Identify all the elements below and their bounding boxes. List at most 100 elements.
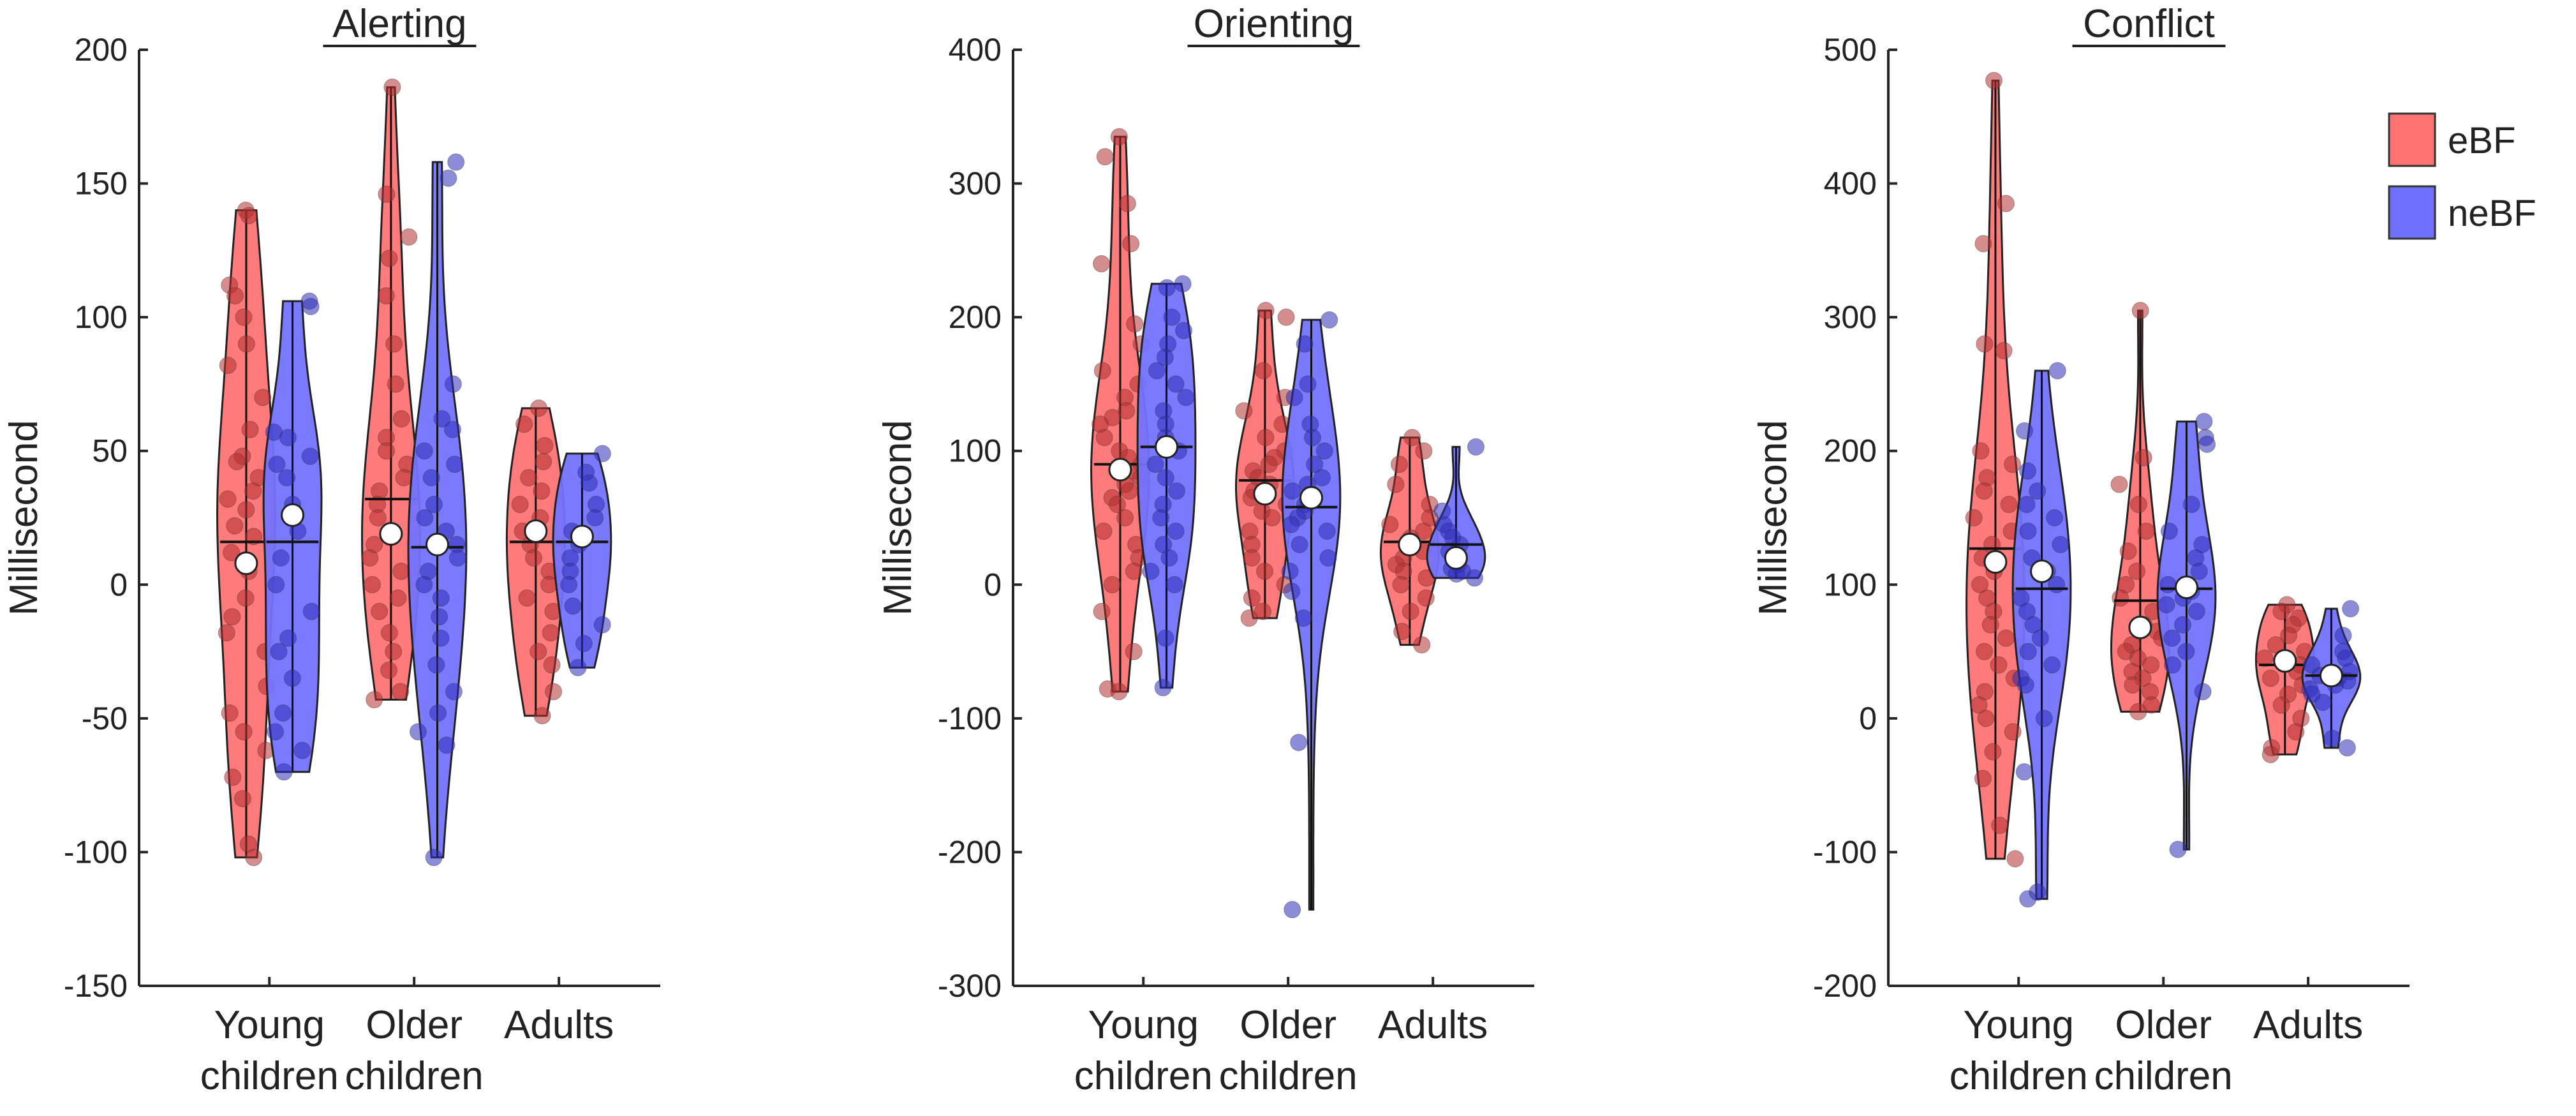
data-point — [1981, 616, 1999, 634]
data-point — [1125, 643, 1143, 660]
data-point — [380, 624, 398, 642]
data-point — [2142, 656, 2160, 674]
data-point — [2048, 362, 2066, 380]
data-point — [1154, 679, 1172, 697]
panel-orienting: -300 -200 -100 0 100 200 300 400 Millisecond Orie… — [876, 2, 1534, 1098]
y-tick-label: 100 — [949, 433, 1002, 469]
data-point — [1167, 482, 1185, 500]
data-point — [1282, 516, 1300, 533]
data-point — [1318, 522, 1336, 540]
data-point — [1465, 569, 1483, 587]
mean-marker — [1444, 546, 1468, 570]
y-tick-label: -300 — [938, 968, 1002, 1004]
mean-marker — [2030, 559, 2054, 583]
y-tick-label: 500 — [1824, 32, 1877, 68]
data-point — [416, 509, 434, 526]
data-point — [2158, 596, 2175, 614]
y-tick-label: 0 — [1859, 701, 1877, 736]
data-point — [219, 357, 237, 375]
data-point — [1103, 576, 1121, 593]
data-point — [2194, 683, 2212, 701]
data-point — [1403, 429, 1421, 447]
data-point — [2256, 650, 2274, 667]
y-tick-label: 200 — [949, 299, 1002, 335]
data-point — [1175, 322, 1193, 339]
data-point — [1125, 562, 1143, 580]
y-tick-label: -200 — [938, 834, 1002, 870]
y-tick-label: 50 — [92, 433, 128, 469]
data-point — [2334, 627, 2352, 644]
data-point — [2000, 496, 2018, 514]
data-point — [2272, 602, 2290, 620]
data-point — [1142, 562, 1160, 580]
y-tick-label: 400 — [949, 32, 1002, 68]
data-point — [223, 608, 241, 626]
data-point — [2137, 522, 2155, 540]
x-category-label-line2: children — [200, 1054, 339, 1098]
data-point — [2135, 449, 2152, 466]
data-point — [1315, 442, 1333, 460]
data-point — [1997, 629, 2015, 647]
x-category-label: Young — [214, 1003, 325, 1047]
data-point — [2031, 629, 2049, 647]
data-point — [2160, 522, 2178, 540]
data-point — [380, 249, 398, 267]
x-category-label-line2: children — [1074, 1054, 1213, 1098]
data-point — [1296, 335, 1314, 353]
y-tick-label: -200 — [1813, 968, 1877, 1004]
y-tick-label: 200 — [1824, 433, 1877, 469]
data-point — [2029, 482, 2047, 500]
data-point — [1304, 429, 1322, 447]
data-point — [432, 589, 450, 607]
data-point — [2024, 616, 2042, 634]
data-point — [1990, 656, 2008, 674]
data-point — [448, 549, 466, 567]
data-point — [2314, 694, 2332, 711]
data-point — [380, 661, 398, 679]
data-point — [1985, 71, 2003, 89]
data-point — [378, 185, 396, 203]
data-point — [226, 517, 244, 535]
data-point — [1995, 342, 2013, 360]
data-point — [2159, 576, 2177, 593]
data-point — [536, 436, 554, 454]
data-point — [1095, 522, 1113, 540]
data-point — [302, 602, 320, 620]
data-point — [392, 683, 410, 701]
y-tick-label: 400 — [1824, 166, 1877, 202]
data-point — [377, 287, 395, 305]
data-point — [2174, 616, 2192, 634]
data-point — [218, 624, 235, 642]
mean-marker — [379, 522, 403, 546]
data-point — [1970, 696, 1988, 714]
data-point — [1254, 362, 1272, 380]
data-point — [361, 549, 379, 567]
data-point — [1174, 275, 1192, 293]
data-point — [1167, 522, 1185, 540]
data-point — [1402, 602, 1419, 620]
data-point — [2131, 302, 2149, 320]
data-point — [1294, 609, 1312, 627]
data-point — [1974, 770, 1992, 787]
panel-title: Conflict — [2083, 2, 2215, 46]
data-point — [1110, 683, 1128, 701]
data-point — [1148, 362, 1166, 380]
data-point — [387, 375, 404, 393]
data-point — [2043, 656, 2061, 674]
data-point — [1160, 549, 1178, 567]
data-point — [1157, 469, 1174, 487]
data-point — [447, 153, 465, 171]
data-point — [1093, 255, 1111, 272]
data-point — [2323, 729, 2341, 747]
data-point — [533, 482, 551, 500]
data-point — [564, 597, 582, 615]
data-point — [2035, 710, 2053, 727]
data-point — [1256, 562, 1274, 580]
data-point — [1283, 583, 1301, 600]
y-tick-label: 100 — [1824, 567, 1877, 602]
data-point — [392, 562, 410, 580]
data-point — [389, 589, 407, 607]
data-point — [2287, 723, 2305, 741]
data-point — [1146, 456, 1164, 473]
